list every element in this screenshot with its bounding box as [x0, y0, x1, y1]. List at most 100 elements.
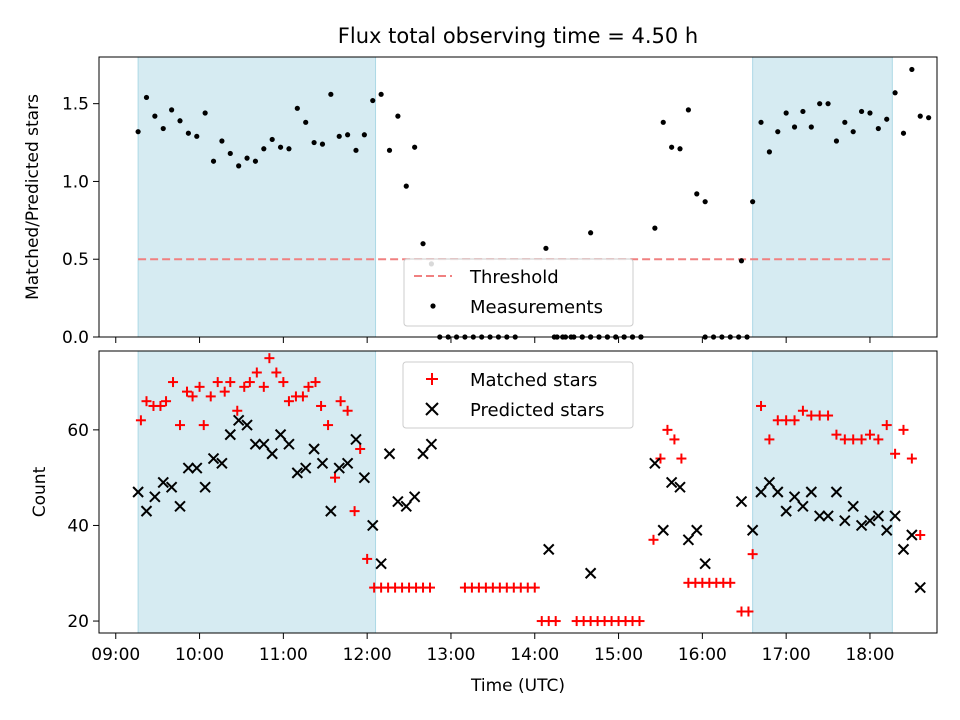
measurement-point — [378, 91, 384, 97]
matched-star-point — [168, 377, 179, 388]
predicted-star-point — [132, 486, 144, 498]
matched-star-point — [898, 424, 909, 435]
y-tick-label: 0.5 — [62, 250, 89, 270]
measurement-point — [370, 97, 376, 104]
predicted-star-point — [333, 462, 345, 474]
measurement-point — [244, 155, 250, 161]
predicted-star-point — [400, 500, 412, 513]
measurement-point — [311, 139, 317, 146]
matched-star-point — [271, 367, 282, 378]
predicted-star-point — [207, 452, 220, 465]
measurement-point — [185, 130, 191, 136]
legend-matched-swatch — [426, 373, 438, 385]
matched-star-point — [349, 506, 360, 517]
predicted-star-point — [232, 414, 245, 427]
measurement-point — [833, 138, 840, 144]
matched-star-point — [915, 530, 926, 541]
predicted-star-point — [682, 534, 695, 546]
measurement-point — [210, 158, 217, 164]
legend-measurements-swatch — [430, 303, 436, 309]
predicted-star-point — [914, 581, 926, 594]
predicted-star-point — [157, 476, 169, 489]
predicted-star-point — [224, 428, 236, 441]
measurement-point — [800, 108, 806, 115]
matched-star-point — [823, 410, 834, 421]
matched-star-point — [756, 400, 767, 411]
matched-star-point — [529, 582, 540, 593]
measurement-point — [817, 101, 823, 107]
predicted-star-point — [182, 462, 195, 474]
matched-star-point — [135, 415, 146, 426]
measurement-point — [386, 147, 393, 153]
matched-star-point — [806, 410, 817, 421]
matched-star-point — [239, 381, 250, 392]
matched-star-point — [316, 400, 327, 411]
measurement-point — [850, 129, 856, 135]
measurement-point — [269, 136, 275, 143]
measurement-point — [403, 183, 409, 189]
measurement-point — [395, 113, 401, 119]
matched-star-point — [181, 386, 192, 397]
measurement-point — [652, 225, 658, 231]
predicted-star-point — [241, 419, 253, 431]
top-axes-frame — [98, 56, 938, 338]
predicted-star-point — [665, 476, 678, 489]
matched-star-point — [848, 434, 859, 445]
measurement-point — [135, 129, 141, 135]
predicted-star-point — [772, 486, 784, 498]
measurement-point — [328, 91, 334, 97]
predicted-star-point — [649, 457, 661, 470]
shaded-interval-0 — [137, 56, 377, 338]
matched-star-point — [362, 553, 373, 564]
measurement-point — [738, 258, 745, 264]
bottom-y-axis-label: Count — [30, 466, 50, 517]
predicted-star-point — [140, 505, 153, 517]
predicted-star-point — [763, 476, 776, 489]
predicted-star-point — [746, 524, 759, 536]
matched-star-point — [648, 534, 659, 545]
x-tick-label: 15:00 — [594, 645, 643, 665]
measurement-point — [775, 129, 781, 135]
predicted-star-point — [543, 543, 555, 556]
measurement-point — [694, 191, 700, 197]
matched-star-point — [856, 434, 867, 445]
predicted-star-point — [872, 510, 885, 522]
matched-star-point — [789, 415, 800, 426]
measurement-point — [353, 147, 359, 153]
measurement-point — [685, 107, 691, 113]
predicted-star-point — [266, 448, 278, 460]
predicted-star-point — [191, 462, 203, 474]
measurement-point — [286, 146, 292, 152]
x-tick-label: 18:00 — [845, 645, 894, 665]
x-tick-label: 11:00 — [259, 645, 308, 665]
predicted-star-point — [584, 567, 597, 579]
predicted-star-point — [699, 557, 711, 570]
predicted-star-point — [165, 481, 178, 493]
matched-star-point — [662, 424, 673, 435]
matched-star-point — [244, 377, 255, 388]
shaded-interval-1 — [752, 350, 893, 634]
predicted-star-point — [216, 457, 228, 470]
x-tick-label: 10:00 — [175, 645, 224, 665]
matched-star-point — [342, 405, 353, 416]
measurement-point — [277, 144, 284, 150]
count-points — [132, 353, 926, 627]
matched-star-point — [323, 420, 334, 431]
x-tick-label: 12:00 — [343, 645, 392, 665]
matched-star-point — [335, 396, 346, 407]
matched-star-point — [251, 367, 262, 378]
measurement-point — [202, 110, 208, 116]
measurement-point — [758, 119, 764, 125]
measurement-point — [750, 199, 756, 205]
predicted-star-point — [822, 510, 834, 522]
matched-star-point — [747, 549, 758, 560]
matched-star-point — [198, 420, 209, 431]
predicted-star-point — [283, 438, 295, 450]
measurement-point — [412, 144, 418, 150]
measurement-point — [783, 110, 789, 116]
predicted-star-point — [375, 557, 387, 570]
measurement-point — [261, 146, 267, 152]
measurement-point — [875, 125, 881, 132]
predicted-star-point — [864, 514, 876, 527]
